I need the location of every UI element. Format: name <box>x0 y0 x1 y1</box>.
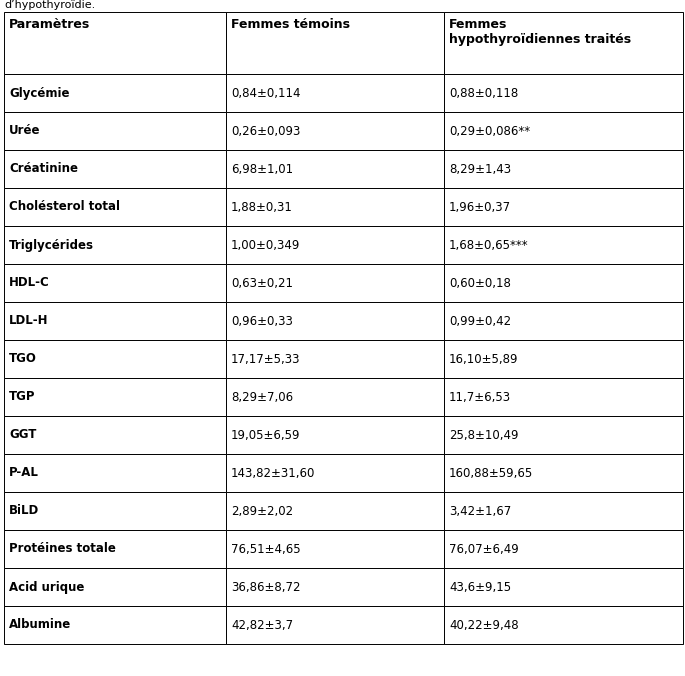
Text: 36,86±8,72: 36,86±8,72 <box>231 581 301 594</box>
Bar <box>444 150 683 188</box>
Bar <box>444 454 683 492</box>
Text: d’hypothyroïdie.: d’hypothyroïdie. <box>4 0 95 10</box>
Text: Protéines totale: Protéines totale <box>9 543 116 556</box>
Bar <box>226 264 444 302</box>
Bar <box>4 264 226 302</box>
Text: 0,63±0,21: 0,63±0,21 <box>231 276 293 289</box>
Bar <box>4 340 226 378</box>
Text: Femmes
hypothyroïdiennes traités: Femmes hypothyroïdiennes traités <box>449 18 631 46</box>
Text: 3,42±1,67: 3,42±1,67 <box>449 504 511 518</box>
Text: P-AL: P-AL <box>9 466 39 479</box>
Bar <box>226 188 444 226</box>
Text: 0,88±0,118: 0,88±0,118 <box>449 87 519 99</box>
Text: Glycémie: Glycémie <box>9 87 69 99</box>
Text: 143,82±31,60: 143,82±31,60 <box>231 466 315 479</box>
Text: GGT: GGT <box>9 429 36 441</box>
Bar <box>226 12 444 74</box>
Text: 0,99±0,42: 0,99±0,42 <box>449 314 511 327</box>
Text: Femmes témoins: Femmes témoins <box>231 18 350 31</box>
Text: 0,96±0,33: 0,96±0,33 <box>231 314 293 327</box>
Text: 1,96±0,37: 1,96±0,37 <box>449 201 511 214</box>
Bar <box>444 264 683 302</box>
Text: 6,98±1,01: 6,98±1,01 <box>231 162 293 176</box>
Bar <box>4 112 226 150</box>
Bar <box>4 530 226 568</box>
Text: TGP: TGP <box>9 391 36 404</box>
Bar <box>444 226 683 264</box>
Text: Cholésterol total: Cholésterol total <box>9 201 120 214</box>
Bar <box>444 606 683 644</box>
Text: TGO: TGO <box>9 352 37 366</box>
Bar <box>4 150 226 188</box>
Bar <box>4 606 226 644</box>
Text: 17,17±5,33: 17,17±5,33 <box>231 352 301 366</box>
Text: 76,51±4,65: 76,51±4,65 <box>231 543 301 556</box>
Text: Triglycérides: Triglycérides <box>9 239 94 251</box>
Text: 8,29±7,06: 8,29±7,06 <box>231 391 293 404</box>
Bar <box>4 492 226 530</box>
Bar <box>226 74 444 112</box>
Text: 40,22±9,48: 40,22±9,48 <box>449 619 519 631</box>
Text: LDL-H: LDL-H <box>9 314 49 327</box>
Bar <box>4 188 226 226</box>
Bar <box>226 226 444 264</box>
Text: Créatinine: Créatinine <box>9 162 78 176</box>
Bar <box>226 150 444 188</box>
Text: 42,82±3,7: 42,82±3,7 <box>231 619 293 631</box>
Bar <box>444 492 683 530</box>
Text: 43,6±9,15: 43,6±9,15 <box>449 581 511 594</box>
Bar <box>4 74 226 112</box>
Text: 8,29±1,43: 8,29±1,43 <box>449 162 511 176</box>
Bar <box>226 302 444 340</box>
Bar <box>444 340 683 378</box>
Bar <box>444 416 683 454</box>
Bar <box>444 530 683 568</box>
Text: HDL-C: HDL-C <box>9 276 50 289</box>
Text: 0,60±0,18: 0,60±0,18 <box>449 276 511 289</box>
Bar <box>226 492 444 530</box>
Bar <box>444 74 683 112</box>
Text: 2,89±2,02: 2,89±2,02 <box>231 504 293 518</box>
Text: 0,29±0,086**: 0,29±0,086** <box>449 124 530 137</box>
Bar <box>4 378 226 416</box>
Bar <box>226 606 444 644</box>
Text: 25,8±10,49: 25,8±10,49 <box>449 429 519 441</box>
Bar <box>226 112 444 150</box>
Bar <box>444 302 683 340</box>
Bar <box>226 416 444 454</box>
Text: 16,10±5,89: 16,10±5,89 <box>449 352 519 366</box>
Text: 0,26±0,093: 0,26±0,093 <box>231 124 301 137</box>
Text: 1,00±0,349: 1,00±0,349 <box>231 239 301 251</box>
Bar <box>4 226 226 264</box>
Bar <box>4 302 226 340</box>
Bar <box>4 416 226 454</box>
Text: Urée: Urée <box>9 124 40 137</box>
Bar <box>444 378 683 416</box>
Text: 1,68±0,65***: 1,68±0,65*** <box>449 239 529 251</box>
Bar <box>4 12 226 74</box>
Text: 1,88±0,31: 1,88±0,31 <box>231 201 293 214</box>
Text: 11,7±6,53: 11,7±6,53 <box>449 391 511 404</box>
Bar <box>226 340 444 378</box>
Bar <box>4 454 226 492</box>
Bar <box>444 568 683 606</box>
Bar <box>4 568 226 606</box>
Text: Paramètres: Paramètres <box>9 18 90 31</box>
Bar <box>226 568 444 606</box>
Text: 160,88±59,65: 160,88±59,65 <box>449 466 533 479</box>
Text: Acid urique: Acid urique <box>9 581 84 594</box>
Bar <box>226 378 444 416</box>
Bar <box>444 188 683 226</box>
Bar <box>444 12 683 74</box>
Text: BiLD: BiLD <box>9 504 39 518</box>
Bar <box>226 530 444 568</box>
Text: 0,84±0,114: 0,84±0,114 <box>231 87 301 99</box>
Bar <box>444 112 683 150</box>
Text: Albumine: Albumine <box>9 619 71 631</box>
Text: 19,05±6,59: 19,05±6,59 <box>231 429 301 441</box>
Bar <box>226 454 444 492</box>
Text: 76,07±6,49: 76,07±6,49 <box>449 543 519 556</box>
